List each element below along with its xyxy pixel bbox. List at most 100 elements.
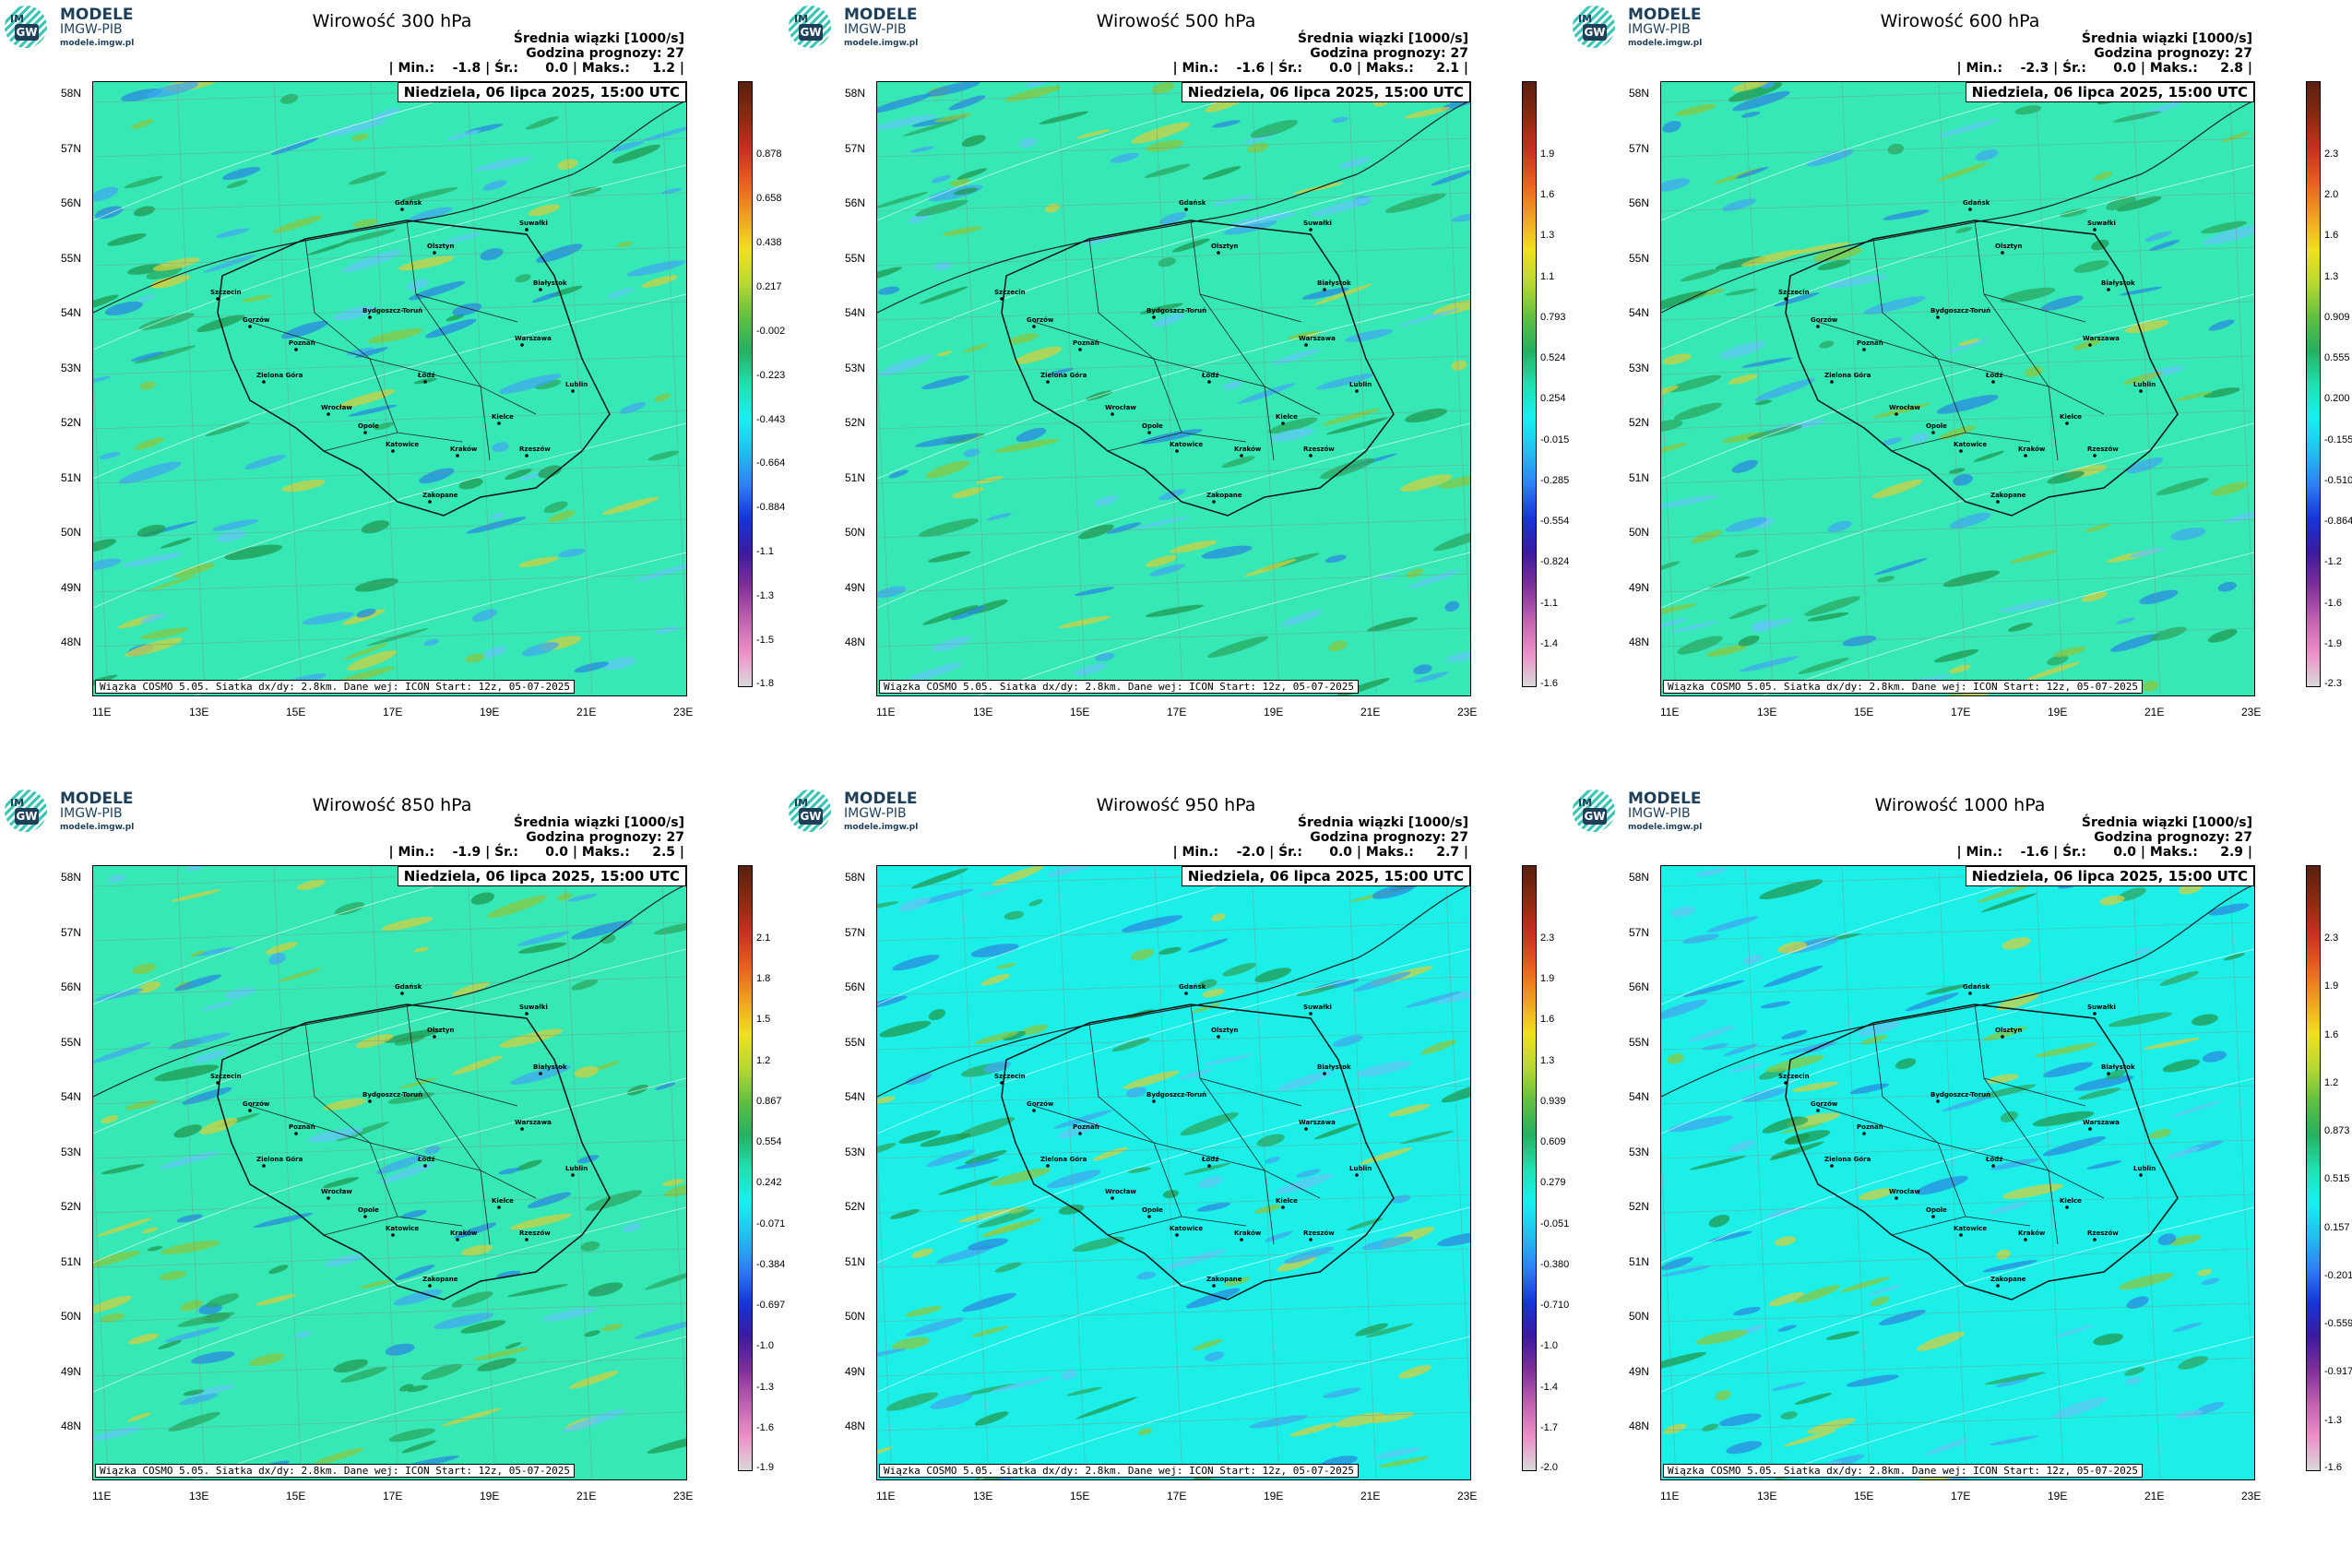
city-dot (1309, 228, 1313, 232)
vorticity-cell (1909, 433, 1930, 444)
lat-gridline (93, 518, 686, 539)
vorticity-cell (134, 345, 196, 364)
vorticity-cell (93, 186, 119, 202)
vorticity-cell (2025, 366, 2044, 377)
vorticity-cell (2002, 1183, 2064, 1199)
vorticity-cell (1144, 163, 1191, 178)
lon-tick-label: 13E (973, 1490, 993, 1503)
city-dot (1175, 1233, 1179, 1237)
region-border (304, 238, 371, 360)
vorticity-cell (2149, 240, 2180, 251)
vorticity-cell (385, 1343, 415, 1356)
lon-gridline (273, 866, 303, 1479)
colorbar-label: 0.242 (756, 1177, 782, 1189)
height-contour (93, 293, 686, 480)
colorbar-label: 0.609 (1540, 1136, 1566, 1148)
height-contour (194, 552, 686, 695)
vorticity-cell (2073, 339, 2102, 350)
height-contour (877, 422, 1470, 609)
height-contour (1661, 866, 2076, 1005)
vorticity-cell (2086, 1160, 2122, 1170)
city-dot (1323, 1072, 1326, 1075)
vorticity-cell (925, 460, 970, 479)
vorticity-cell (1683, 980, 1745, 997)
city-dot (1355, 389, 1359, 393)
city-label: Szczecin (1778, 289, 1810, 296)
city-label: Opole (1142, 1206, 1163, 1214)
city-label: Poznań (289, 1123, 315, 1131)
vorticity-cell (1943, 339, 1990, 354)
country-border (1785, 1004, 2179, 1301)
vorticity-cell (647, 1434, 686, 1454)
vorticity-cell (1075, 1396, 1138, 1420)
vorticity-cell (1661, 561, 1681, 571)
vorticity-cell (1781, 1029, 1808, 1039)
city-dot (1816, 1109, 1820, 1112)
city-label: Lublin (565, 1165, 588, 1172)
colorbar-label: -1.1 (756, 546, 774, 558)
city-dot (1959, 1233, 1963, 1237)
vorticity-cell (1444, 649, 1470, 662)
city-label: Lublin (565, 381, 588, 388)
vorticity-cell (2073, 1075, 2134, 1091)
vorticity-cell (496, 1270, 521, 1278)
city-dot (1217, 1035, 1220, 1039)
vorticity-cell (654, 922, 686, 935)
vorticity-cell (2223, 508, 2254, 524)
vorticity-cell (948, 95, 986, 111)
colorbar-label: 1.6 (2324, 230, 2339, 242)
vorticity-cell (970, 944, 1019, 957)
vorticity-cell (361, 520, 390, 534)
city-label: Olsztyn (1211, 1027, 1239, 1034)
city-label: Gorzów (1027, 1100, 1054, 1108)
lon-tick-label: 19E (2048, 706, 2068, 719)
vorticity-cell (268, 952, 286, 965)
city-label: Bydgoszcz-Toruń (1930, 1091, 1991, 1099)
lat-gridline (877, 573, 1470, 593)
city-dot (1207, 1164, 1211, 1168)
city-label: Kraków (450, 1229, 478, 1237)
vorticity-cell (1270, 349, 1322, 365)
height-contour (1661, 82, 2076, 221)
lon-tick-label: 15E (1070, 1490, 1090, 1503)
coastline (1661, 100, 2254, 314)
vorticity-cell (186, 866, 205, 872)
vorticity-cell (920, 1133, 971, 1147)
lat-gridline (1661, 137, 2254, 158)
height-contour (1762, 1336, 2254, 1479)
vorticity-cell (1771, 1382, 1806, 1391)
vorticity-cell (1670, 621, 1719, 633)
colorbar-label: -0.559 (2324, 1318, 2352, 1330)
vorticity-cell (398, 1077, 437, 1089)
vorticity-cell (1842, 635, 1877, 647)
city-dot (1217, 251, 1220, 255)
panel-title: Wirowość 300 hPa (312, 11, 472, 31)
city-dot (1996, 500, 2000, 504)
logo-title: MODELE (1628, 790, 1702, 808)
vorticity-cell (1397, 1364, 1432, 1379)
lon-tick-label: 15E (1070, 706, 1090, 719)
region-border (1872, 1022, 1939, 1144)
vorticity-cell (928, 551, 971, 563)
vorticity-cell (1074, 662, 1107, 676)
vorticity-cell (1057, 1121, 1100, 1139)
vorticity-cell (1058, 615, 1111, 629)
vorticity-cell (654, 393, 671, 402)
vorticity-cell (383, 1028, 442, 1043)
forecast-hour: Godzina prognozy: 27 (526, 46, 684, 61)
city-label: Opole (1926, 422, 1947, 430)
stats-line: | Min.: -1.9 | Śr.: 0.0 | Maks.: 2.5 | (388, 845, 684, 860)
vorticity-cell (965, 1150, 1007, 1164)
vorticity-cell (580, 1241, 600, 1252)
vorticity-cell (1784, 1116, 1809, 1127)
city-label: Wrocław (321, 1188, 352, 1195)
vorticity-cell (877, 114, 936, 130)
vorticity-cell (2197, 1268, 2212, 1277)
lat-tick-label: 51N (845, 1254, 866, 1268)
vorticity-cell (127, 1412, 152, 1422)
city-dot (363, 431, 367, 434)
vorticity-cell (1937, 118, 2000, 137)
lat-gridline (93, 976, 686, 996)
vorticity-cell (1682, 933, 1719, 944)
city-label: Bydgoszcz-Toruń (362, 307, 423, 315)
